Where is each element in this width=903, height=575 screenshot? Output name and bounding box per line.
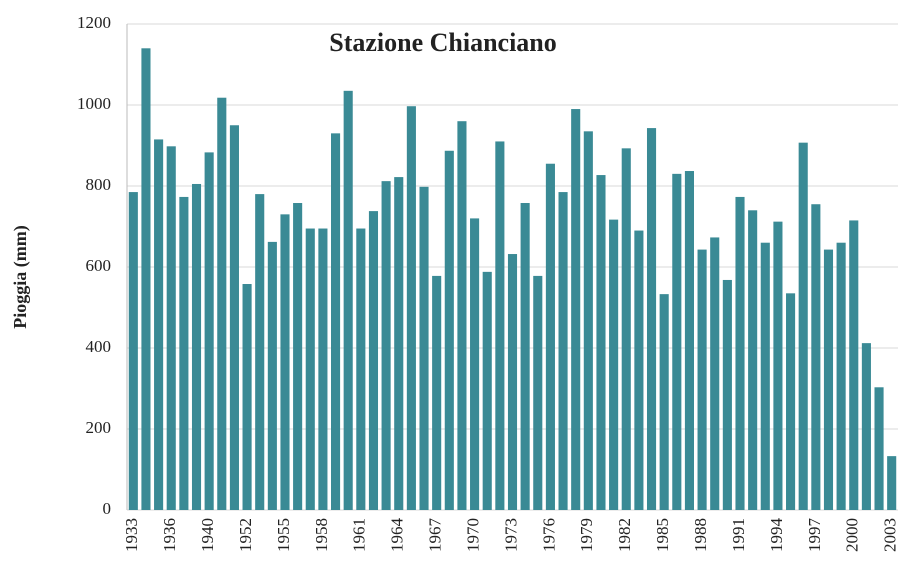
bar xyxy=(583,131,593,510)
chart-title: Stazione Chianciano xyxy=(329,28,557,57)
bar xyxy=(697,249,707,510)
bar xyxy=(558,192,568,510)
bar xyxy=(191,183,202,510)
bar xyxy=(482,271,492,510)
bar xyxy=(849,220,859,511)
bar xyxy=(305,228,315,510)
x-tick-label: 1964 xyxy=(388,518,407,553)
x-tick-label: 2003 xyxy=(881,518,900,552)
bar xyxy=(735,196,745,510)
bar xyxy=(748,210,758,511)
bar xyxy=(520,203,530,510)
bar xyxy=(318,228,328,510)
bar xyxy=(255,194,265,510)
y-tick-label: 0 xyxy=(103,499,112,518)
x-tick-label: 1970 xyxy=(463,518,482,552)
bar xyxy=(356,228,366,510)
y-tick-label: 200 xyxy=(86,418,112,437)
x-tick-label: 1982 xyxy=(615,518,634,552)
bar xyxy=(470,218,480,510)
y-tick-label: 400 xyxy=(86,337,112,356)
x-tick-label: 1988 xyxy=(691,518,710,552)
bar xyxy=(773,221,783,510)
bar xyxy=(621,148,631,510)
x-tick-label: 1994 xyxy=(767,518,786,553)
x-tick-label: 1973 xyxy=(501,518,520,552)
bar xyxy=(646,128,657,510)
bar xyxy=(786,293,796,510)
bar xyxy=(495,141,505,510)
bar xyxy=(343,90,353,510)
bar xyxy=(634,230,644,511)
bar xyxy=(659,294,669,510)
y-tick-label: 1000 xyxy=(77,94,111,113)
bar xyxy=(710,237,720,510)
bar xyxy=(166,146,176,510)
y-tick-label: 600 xyxy=(86,256,112,275)
bar xyxy=(457,121,467,510)
bar xyxy=(861,343,871,510)
bar xyxy=(394,177,404,510)
x-tick-label: 1940 xyxy=(198,518,217,552)
bar xyxy=(596,175,606,510)
x-tick-label: 1997 xyxy=(805,518,824,553)
bar xyxy=(179,196,189,510)
bar xyxy=(280,214,290,510)
bar xyxy=(609,219,619,511)
bar xyxy=(381,181,391,510)
bar xyxy=(798,142,808,511)
bar xyxy=(672,173,682,510)
x-tick-label: 1976 xyxy=(539,518,558,552)
bar xyxy=(444,150,454,510)
bar xyxy=(887,456,897,510)
x-tick-label: 1967 xyxy=(426,518,445,553)
bar xyxy=(874,387,884,510)
bar xyxy=(836,242,846,510)
x-tick-label: 1933 xyxy=(122,518,141,552)
y-tick-label: 800 xyxy=(86,175,112,194)
bar xyxy=(533,275,543,510)
bar xyxy=(760,242,770,510)
y-axis-label: Pioggia (mm) xyxy=(10,225,31,328)
bar xyxy=(406,106,416,510)
y-tick-label: 1200 xyxy=(77,13,111,32)
bar xyxy=(229,125,239,510)
bar xyxy=(507,254,518,510)
x-tick-label: 1991 xyxy=(729,518,748,552)
bar xyxy=(684,171,695,510)
x-tick-label: 1979 xyxy=(577,518,596,552)
bar xyxy=(141,48,151,511)
bar xyxy=(545,163,555,510)
bar xyxy=(811,204,821,510)
bar xyxy=(571,109,581,511)
bar xyxy=(242,284,252,510)
bar xyxy=(128,192,138,510)
x-tick-label: 1955 xyxy=(274,518,293,552)
bar xyxy=(368,211,379,511)
bar xyxy=(267,241,277,510)
x-tick-label: 1952 xyxy=(236,518,255,552)
x-tick-label: 1985 xyxy=(653,518,672,552)
bar xyxy=(432,275,442,510)
bar xyxy=(330,133,341,510)
bar xyxy=(204,152,214,510)
x-tick-label: 1936 xyxy=(160,518,179,552)
bar xyxy=(217,97,227,511)
bar xyxy=(722,279,732,510)
bar xyxy=(154,139,164,511)
bar xyxy=(419,186,429,510)
bar xyxy=(823,249,834,510)
x-tick-label: 2000 xyxy=(843,518,862,552)
x-tick-label: 1961 xyxy=(350,518,369,552)
bar xyxy=(293,203,303,510)
x-tick-label: 1958 xyxy=(312,518,331,552)
